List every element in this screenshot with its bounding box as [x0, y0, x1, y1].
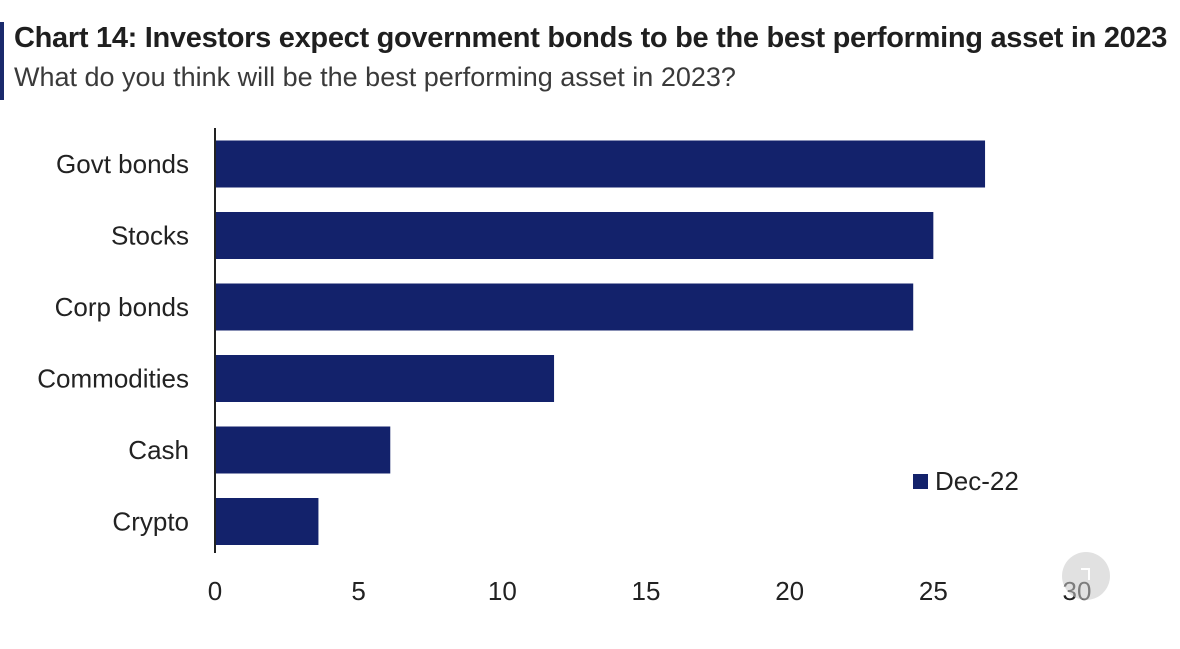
bar-cash [215, 426, 391, 474]
category-label: Govt bonds [56, 149, 189, 179]
legend: Dec-22 [913, 466, 1019, 496]
bar-commodities [215, 355, 555, 402]
category-label: Cash [128, 435, 189, 465]
expand-badge-icon[interactable] [1062, 552, 1110, 600]
category-label: Stocks [111, 221, 189, 251]
bar-corp-bonds [215, 283, 914, 331]
category-label: Crypto [112, 507, 189, 537]
x-tick-label: 5 [351, 576, 365, 606]
x-tick-label: 15 [632, 576, 661, 606]
x-tick-label: 10 [488, 576, 517, 606]
x-tick-label: 20 [775, 576, 804, 606]
x-tick-label: 25 [919, 576, 948, 606]
bar-crypto [215, 498, 319, 545]
legend-swatch [913, 474, 928, 489]
category-label: Commodities [37, 364, 189, 394]
category-labels-layer: Govt bonds Stocks Corp bonds Commodities Cas… [37, 149, 189, 537]
bar-stocks [215, 212, 934, 259]
title-accent-bar [0, 22, 4, 100]
bar-govt-bonds [215, 140, 986, 188]
bars-layer [215, 140, 986, 545]
category-label: Corp bonds [55, 292, 189, 322]
chart-title: Chart 14: Investors expect government bo… [14, 22, 1168, 54]
legend-label: Dec-22 [935, 466, 1019, 496]
chart-subtitle: What do you think will be the best perfo… [14, 62, 736, 92]
x-ticks-layer: 051015202530 [208, 576, 1092, 606]
x-tick-label: 0 [208, 576, 222, 606]
